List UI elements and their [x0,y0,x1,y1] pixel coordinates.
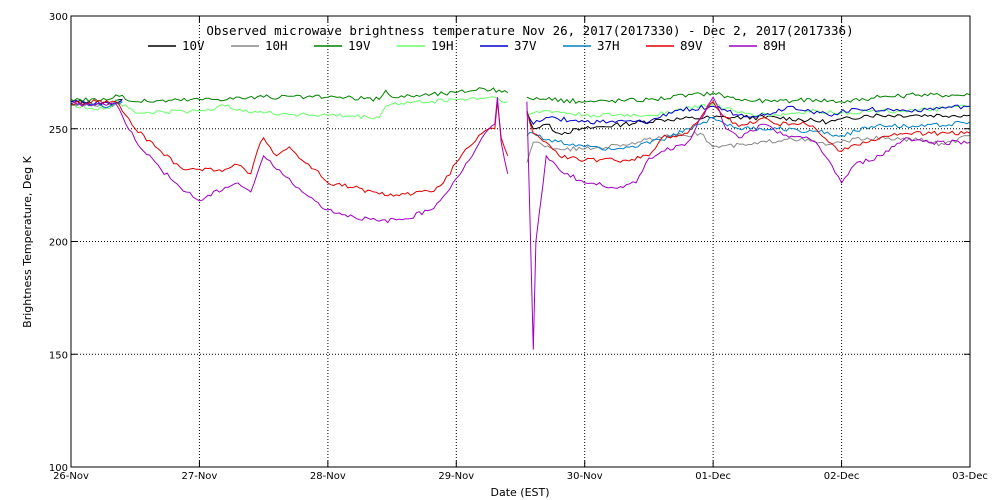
y-tick-label: 250 [49,125,68,136]
series-line-19h [70,96,971,120]
legend-label-10v: 10V [182,38,205,53]
y-tick-label: 200 [49,238,68,249]
legend-label-37v: 37V [514,38,537,53]
legend: 10V 10H 19V 19H 37V 37H 89V 89H [148,38,786,53]
legend-label-19v: 19V [348,38,371,53]
y-tick-label: 150 [49,350,68,361]
x-tick-label: 03-Dec [952,471,988,482]
x-axis-label: Date (EST) [490,486,549,499]
legend-label-89h: 89H [763,38,786,53]
series-line-19v [70,87,971,104]
y-axis-label: Brightness Temperature, Deg K [21,155,34,327]
y-tick-label: 300 [49,12,68,23]
legend-label-10h: 10H [265,38,288,53]
x-tick-label: 01-Dec [695,471,731,482]
series-layer [70,87,971,350]
x-tick-label: 30-Nov [567,471,603,482]
x-ticks: 26-Nov 27-Nov 28-Nov 29-Nov 30-Nov 01-Dec 02-D… [53,16,988,482]
x-tick-label: 28-Nov [310,471,346,482]
x-tick-label: 27-Nov [181,471,217,482]
series-line-89h [70,96,971,350]
legend-label-37h: 37H [597,38,620,53]
legend-label-89v: 89V [680,38,703,53]
x-tick-label: 29-Nov [438,471,474,482]
legend-label-19h: 19H [431,38,454,53]
x-tick-label: 26-Nov [53,471,89,482]
plot-background [71,16,970,467]
grid [71,16,970,467]
x-tick-label: 02-Dec [824,471,860,482]
y-ticks: 100 150 200 250 300 [49,12,970,474]
series-line-89v [70,99,971,197]
y-tick-label: 100 [49,463,68,474]
chart-title: Observed microwave brightness temperatur… [206,23,853,38]
